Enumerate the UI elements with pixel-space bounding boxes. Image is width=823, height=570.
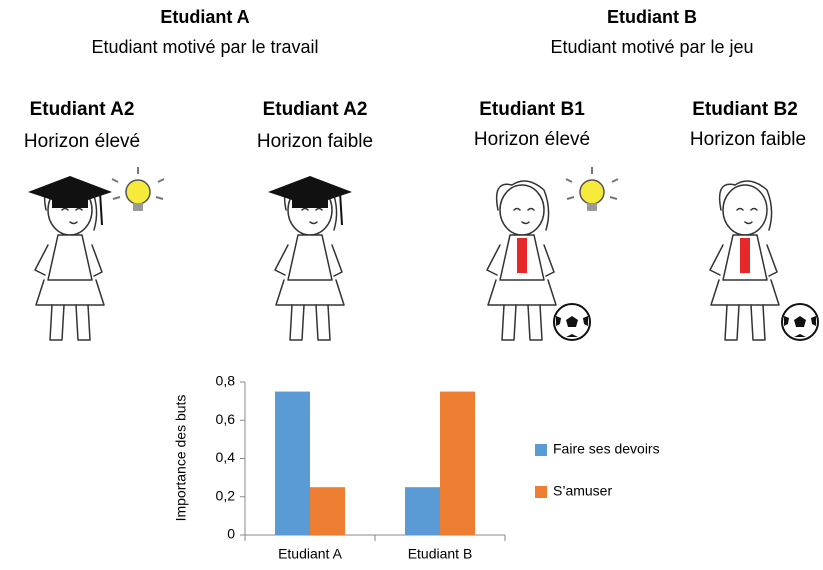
legend-swatch <box>535 444 547 456</box>
y-tick-label: 0,8 <box>216 373 236 389</box>
y-tick-label: 0 <box>227 526 235 542</box>
student-horizon: Horizon faible <box>690 129 806 150</box>
bar <box>275 391 310 535</box>
group-subtitle: Etudiant motivé par le travail <box>91 37 318 57</box>
x-tick-label: Etudiant B <box>408 546 473 562</box>
student-name: Etudiant A2 <box>263 99 368 120</box>
shirt-icon <box>517 238 527 273</box>
group-title: Etudiant B <box>607 7 697 27</box>
student-horizon: Horizon faible <box>257 131 373 152</box>
student-name: Etudiant B2 <box>692 99 798 120</box>
student-name: Etudiant B1 <box>479 99 585 120</box>
student-horizon: Horizon élevé <box>24 131 140 152</box>
chart: Importance des buts 0 0,2 0,4 0,6 0,8 Etudian… <box>173 373 660 562</box>
bar <box>310 487 345 535</box>
group-title: Etudiant A <box>160 7 249 27</box>
ball-icon <box>781 303 819 341</box>
y-tick-label: 0,4 <box>216 449 236 465</box>
y-axis-label: Importance des buts <box>173 395 189 522</box>
bar <box>440 391 475 535</box>
student-name: Etudiant A2 <box>30 99 135 120</box>
ball-icon <box>553 303 591 341</box>
legend-label: Faire ses devoirs <box>553 441 660 457</box>
bar <box>405 487 440 535</box>
student-horizon: Horizon élevé <box>474 129 590 150</box>
x-tick-label: Etudiant A <box>278 546 342 562</box>
legend-swatch <box>535 486 547 498</box>
y-tick-label: 0,6 <box>216 411 236 427</box>
group-subtitle: Etudiant motivé par le jeu <box>550 37 753 57</box>
legend-label: S’amuser <box>553 483 612 499</box>
bulb-icon <box>111 166 165 212</box>
y-tick-label: 0,2 <box>216 487 236 503</box>
bulb-icon <box>565 166 619 212</box>
shirt-icon <box>740 238 750 273</box>
